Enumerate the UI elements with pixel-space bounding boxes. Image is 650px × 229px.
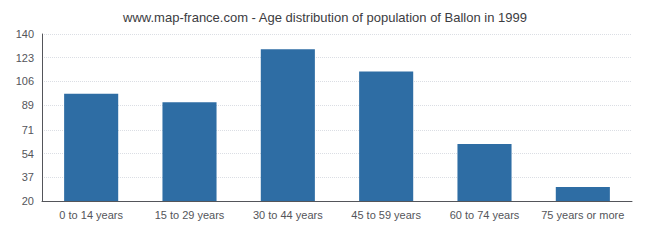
svg-text:75 years or more: 75 years or more: [541, 209, 624, 221]
svg-text:60 to 74 years: 60 to 74 years: [450, 209, 520, 221]
svg-text:0 to 14 years: 0 to 14 years: [59, 209, 123, 221]
svg-text:20: 20: [22, 195, 34, 207]
svg-text:30 to 44 years: 30 to 44 years: [253, 209, 323, 221]
svg-text:89: 89: [22, 99, 34, 111]
svg-text:140: 140: [16, 28, 34, 40]
svg-text:123: 123: [16, 52, 34, 64]
svg-text:15 to 29 years: 15 to 29 years: [155, 209, 225, 221]
svg-text:71: 71: [22, 124, 34, 136]
svg-text:www.map-france.com - Age distr: www.map-france.com - Age distribution of…: [122, 10, 527, 25]
svg-text:54: 54: [22, 148, 34, 160]
svg-text:45 to 59 years: 45 to 59 years: [351, 209, 421, 221]
svg-text:106: 106: [16, 75, 34, 87]
svg-text:37: 37: [22, 171, 34, 183]
